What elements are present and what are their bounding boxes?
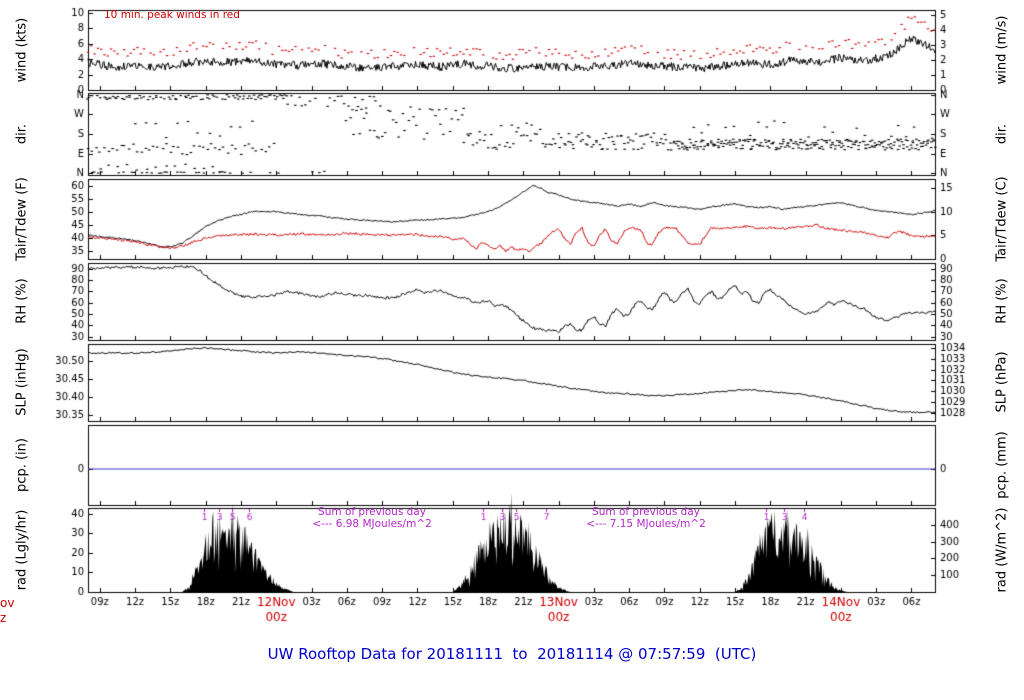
temp-left-axis-title: Tair/Tdew (F) — [14, 177, 30, 261]
dir-right-axis-title: dir. — [994, 123, 1010, 145]
annotation-line: Sum of previous day — [318, 506, 426, 518]
peak-winds-note: 10 min. peak winds in red — [104, 9, 240, 21]
rad-left-axis-title: rad (Lgly/hr) — [14, 509, 30, 591]
slp-right-axis-title: SLP (hPa) — [994, 351, 1010, 413]
pcp-right-axis-title: pcp. (mm) — [994, 431, 1010, 499]
rh-left-axis-title: RH (%) — [14, 278, 30, 324]
annotation-line: <--- 6.98 MJoules/m^2 — [312, 518, 432, 530]
wind-left-axis-title: wind (kts) — [14, 17, 30, 83]
rh-right-axis-title: RH (%) — [994, 278, 1010, 324]
temp-right-axis-title: Tair/Tdew (C) — [994, 176, 1010, 262]
radiation-sum-annotation-2: Sum of previous day <--- 7.15 MJoules/m^… — [586, 506, 706, 530]
dir-left-axis-title: dir. — [14, 123, 30, 145]
slp-left-axis-title: SLP (inHg) — [14, 348, 30, 416]
radiation-sum-annotation-1: Sum of previous day <--- 6.98 MJoules/m^… — [312, 506, 432, 530]
chart-title: UW Rooftop Data for 20181111 to 20181114… — [267, 645, 757, 663]
clipped-date-line: z — [0, 611, 7, 625]
clipped-date-label-11nov: ov z — [0, 596, 14, 626]
annotation-line: Sum of previous day — [592, 506, 700, 518]
wind-right-axis-title: wind (m/s) — [994, 15, 1010, 85]
annotation-line: <--- 7.15 MJoules/m^2 — [586, 518, 706, 530]
pcp-left-axis-title: pcp. (in) — [14, 438, 30, 492]
clipped-date-line: ov — [0, 596, 15, 610]
rad-right-axis-title: rad (W/m^2) — [994, 507, 1010, 593]
